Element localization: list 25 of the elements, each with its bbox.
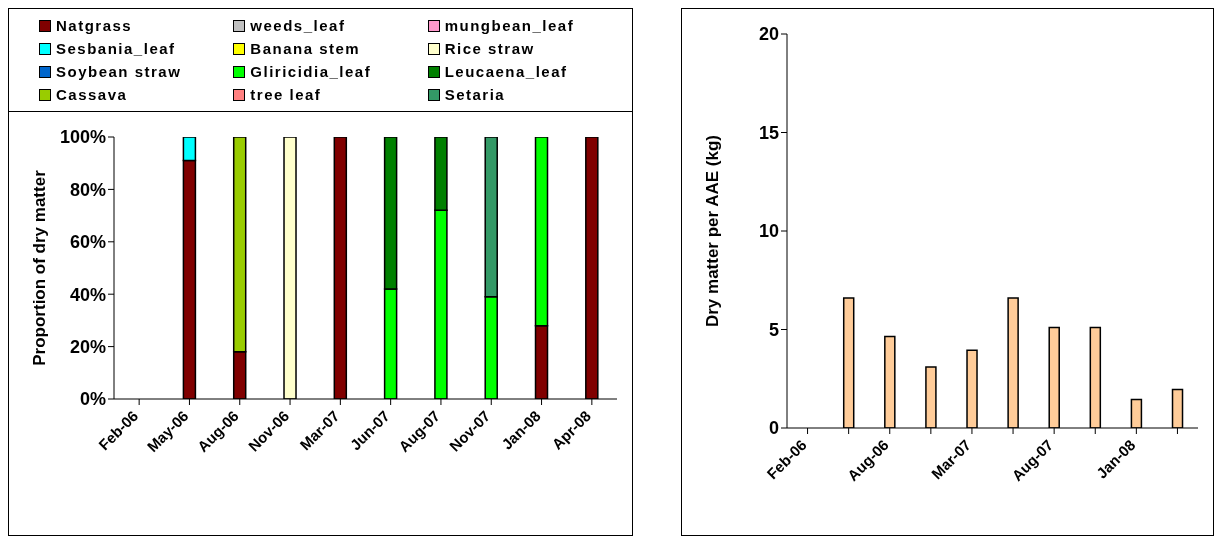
legend-label: Soybean straw: [56, 63, 182, 80]
y-tick-label: 5: [768, 319, 779, 340]
y-axis-title: Dry matter per AAE (kg): [703, 134, 723, 328]
legend-label: tree leaf: [250, 86, 322, 103]
legend-label: Setaria: [444, 86, 506, 103]
legend-label: weeds_leaf: [250, 17, 346, 34]
y-tick-label: 0: [768, 418, 779, 439]
y-tick-label: 0%: [79, 389, 106, 410]
legend-label: Cassava: [56, 86, 128, 103]
legend-label: Gliricidia_leaf: [250, 63, 372, 80]
legend-label: Sesbania_leaf: [56, 40, 176, 57]
y-tick-label: 100%: [59, 127, 106, 148]
y-tick-label: 60%: [69, 232, 106, 253]
legend-label: mungbean_leaf: [444, 17, 575, 34]
legend-label: Banana stem: [250, 40, 361, 57]
y-tick-label: 80%: [69, 179, 106, 200]
y-tick-label: 15: [758, 122, 779, 143]
legend-label: Rice straw: [444, 40, 535, 57]
y-tick-label: 20%: [69, 336, 106, 357]
legend-label: Natgrass: [56, 17, 133, 34]
legend-label: Leucaena_leaf: [444, 63, 568, 80]
y-tick-label: 10: [758, 221, 779, 242]
y-tick-label: 20: [758, 24, 779, 45]
y-tick-label: 40%: [69, 284, 106, 305]
y-axis-title: Proportion of dry matter: [30, 169, 50, 366]
